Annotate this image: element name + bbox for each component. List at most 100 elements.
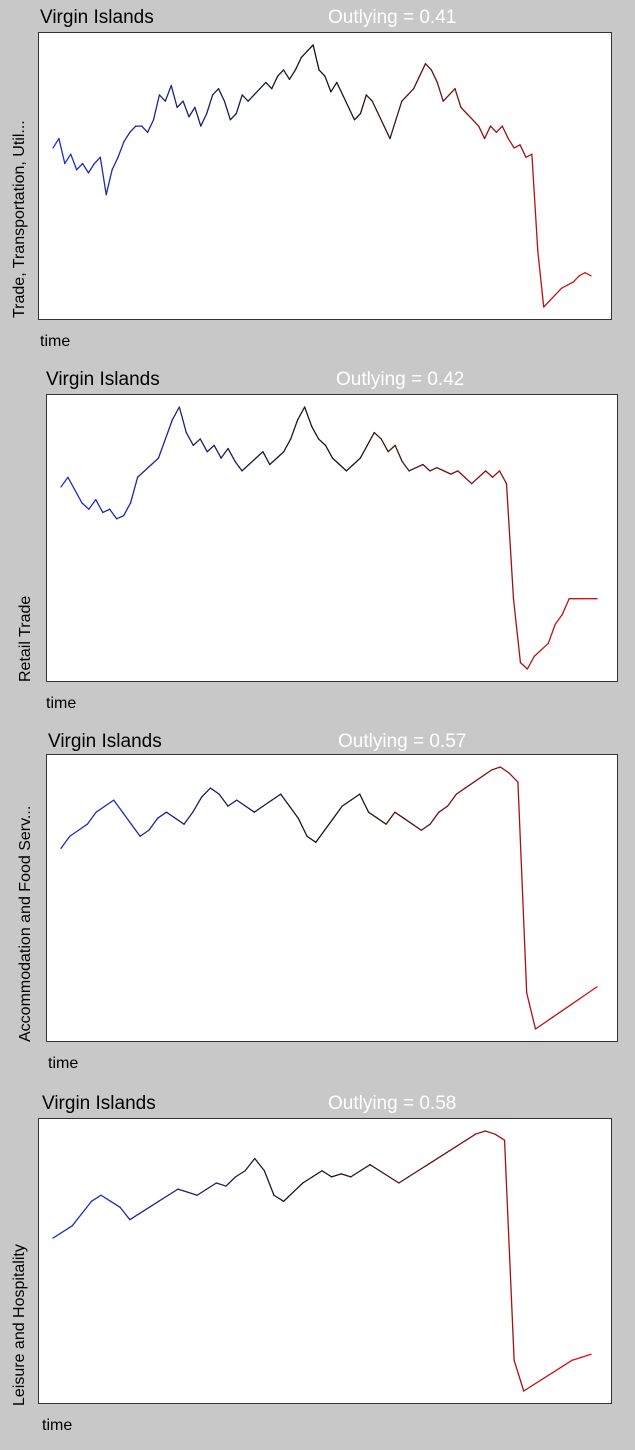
- line-segment: [436, 81, 444, 102]
- line-segment: [317, 438, 327, 446]
- line-segment: [377, 112, 385, 127]
- line-segment: [244, 805, 255, 813]
- line-segment: [213, 444, 222, 459]
- line-segment: [578, 272, 586, 277]
- line-segment: [288, 69, 297, 80]
- line-segment: [324, 75, 332, 93]
- chart-panel-3: Virgin Islands Outlying = 0.57 Accommoda…: [0, 724, 635, 1086]
- line-segment: [466, 112, 474, 121]
- line-segment: [227, 799, 238, 807]
- line-segment: [150, 457, 160, 466]
- line-segment: [277, 69, 285, 77]
- line-segment: [70, 153, 78, 171]
- line-segment: [146, 119, 155, 133]
- line-segment: [359, 1164, 371, 1172]
- outlying-score: Outlying = 0.57: [338, 731, 467, 752]
- line-segment: [129, 1212, 141, 1221]
- line-segment: [88, 499, 97, 510]
- line-segment: [543, 1016, 554, 1024]
- line-segment: [310, 425, 320, 440]
- chart-title: Virgin Islands: [48, 731, 162, 752]
- line-segment: [52, 1231, 64, 1239]
- line-segment: [218, 793, 229, 807]
- line-segment: [552, 1010, 563, 1018]
- line-segment: [342, 94, 350, 109]
- line-segment: [117, 141, 125, 158]
- line-segment: [408, 467, 417, 472]
- line-segment: [457, 470, 466, 478]
- line-segment: [561, 1359, 573, 1368]
- line-segment: [157, 438, 167, 459]
- line-segment: [206, 1182, 217, 1190]
- line-segment: [429, 811, 440, 825]
- line-segment: [315, 829, 326, 843]
- line-segment: [411, 823, 422, 831]
- line-segment: [547, 623, 556, 645]
- line-segment: [185, 431, 194, 446]
- chart-title: Virgin Islands: [40, 7, 154, 28]
- line-segment: [455, 1139, 467, 1147]
- line-segment: [253, 805, 264, 813]
- line-segment: [448, 88, 456, 96]
- line-segment: [100, 1194, 112, 1202]
- line-segment: [104, 799, 115, 807]
- line-segment: [318, 69, 326, 77]
- line-segment: [482, 769, 493, 777]
- line-segment: [383, 125, 391, 140]
- line-segment: [495, 125, 503, 133]
- line-segment: [394, 444, 403, 462]
- line-segment: [174, 817, 185, 825]
- line-segment: [113, 799, 124, 813]
- line-segment: [196, 1188, 208, 1196]
- line-segment: [422, 463, 431, 472]
- line-segment: [74, 489, 83, 504]
- line-segment: [229, 112, 237, 121]
- line-segment: [503, 1139, 515, 1362]
- line-segment: [415, 463, 424, 469]
- line-segment: [388, 1176, 400, 1184]
- line-segment: [199, 438, 208, 453]
- line-segment: [87, 162, 96, 174]
- line-segment: [460, 106, 468, 115]
- x-axis-label: time: [48, 1055, 79, 1072]
- line-segment: [475, 1130, 486, 1135]
- line-segment: [542, 1371, 554, 1380]
- line-segment: [395, 100, 403, 121]
- plot-area: [46, 394, 618, 682]
- line-segment: [248, 457, 257, 466]
- line-segment: [148, 817, 159, 831]
- line-segment: [121, 811, 132, 825]
- line-segment: [412, 75, 421, 90]
- line-segment: [418, 63, 427, 77]
- line-segment: [350, 1170, 362, 1178]
- line-segment: [200, 787, 212, 798]
- line-segment: [58, 137, 66, 165]
- line-segment: [561, 598, 570, 616]
- line-segment: [206, 444, 215, 453]
- line-segment: [294, 56, 302, 71]
- line-segment: [227, 447, 236, 462]
- line-segment: [116, 514, 125, 520]
- line-segment: [297, 817, 308, 837]
- line-segment: [338, 463, 348, 472]
- line-segment: [512, 598, 522, 664]
- line-segment: [152, 94, 161, 121]
- line-segment: [401, 460, 410, 472]
- line-segment: [271, 75, 279, 90]
- line-segment: [211, 88, 220, 96]
- line-segment: [483, 125, 492, 140]
- line-segment: [443, 470, 452, 475]
- line-segment: [427, 1157, 438, 1166]
- line-segment: [95, 499, 104, 514]
- line-segment: [244, 1157, 256, 1172]
- line-segment: [424, 63, 433, 71]
- line-segment: [136, 470, 146, 478]
- line-segment: [129, 125, 137, 133]
- line-segment: [353, 112, 362, 121]
- line-segment: [352, 457, 361, 466]
- line-segment: [464, 781, 475, 789]
- line-segment: [569, 998, 581, 1006]
- line-segment: [321, 1170, 333, 1178]
- line-segment: [109, 508, 118, 520]
- line-segment: [234, 460, 243, 472]
